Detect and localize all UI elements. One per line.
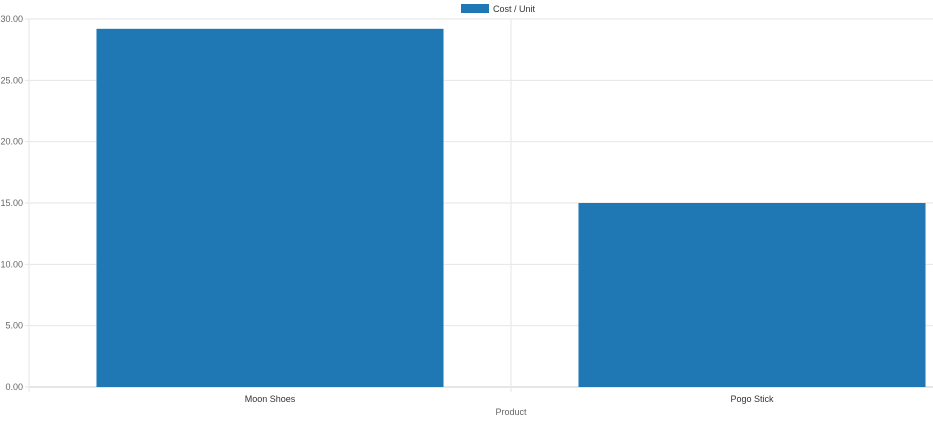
- legend[interactable]: Cost / Unit: [461, 4, 536, 14]
- bars: [96, 28, 926, 388]
- x-axis-title: Product: [495, 407, 527, 417]
- x-tick-label: Pogo Stick: [730, 394, 774, 404]
- y-tick-label: 15.00: [0, 198, 23, 208]
- y-axis-ticks: 0.00 5.00 10.00 15.00 20.00 25.00 30.00: [0, 14, 23, 392]
- y-tick-label: 20.00: [0, 137, 23, 147]
- y-tick-label: 25.00: [0, 75, 23, 85]
- y-tick-label: 5.00: [5, 321, 23, 331]
- x-axis-ticks: Moon Shoes Pogo Stick: [245, 394, 774, 404]
- x-tick-label: Moon Shoes: [245, 394, 296, 404]
- y-tick-label: 30.00: [0, 14, 23, 24]
- legend-swatch: [461, 4, 489, 13]
- y-tick-label: 0.00: [5, 382, 23, 392]
- y-tick-label: 10.00: [0, 259, 23, 269]
- bar-moon-shoes[interactable]: [96, 28, 444, 388]
- bar-pogo-stick[interactable]: [578, 203, 926, 387]
- legend-label: Cost / Unit: [493, 4, 536, 14]
